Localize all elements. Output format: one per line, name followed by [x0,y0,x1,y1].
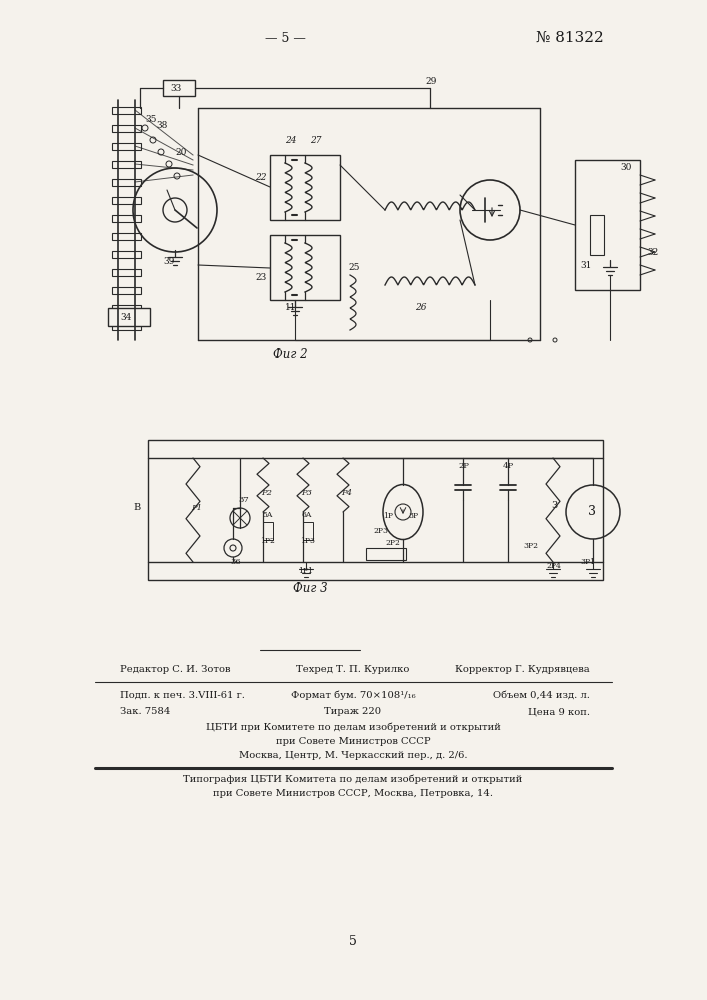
Text: Корректор Г. Кудрявцева: Корректор Г. Кудрявцева [455,665,590,674]
Text: P1: P1 [191,504,202,512]
Text: Техред Т. П. Курилко: Техред Т. П. Курилко [296,665,409,674]
Text: P2: P2 [261,489,272,497]
Text: 23: 23 [255,273,267,282]
Bar [366,548,406,560]
Text: Фиг 2: Фиг 2 [273,348,308,361]
Bar [112,323,141,330]
Text: 2P3: 2P3 [373,527,388,535]
Bar [112,143,141,150]
Text: 5A: 5A [262,511,272,519]
Text: Москва, Центр, М. Черкасский пер., д. 2/6.: Москва, Центр, М. Черкасский пер., д. 2/… [239,751,467,760]
Text: 22: 22 [255,173,267,182]
Bar [112,161,141,168]
Text: 33: 33 [170,84,181,93]
Text: 20: 20 [175,148,187,157]
Bar [303,522,313,540]
Bar [112,179,141,186]
Text: Редактор С. И. Зотов: Редактор С. И. Зотов [120,665,230,674]
Bar [163,80,195,96]
Text: 35: 35 [145,115,156,124]
Circle shape [528,338,532,342]
Text: 5: 5 [349,935,357,948]
Text: 24: 24 [285,136,296,145]
Text: 38: 38 [156,121,168,130]
Text: при Совете Министров СССР: при Совете Министров СССР [276,737,431,746]
Text: Подп. к печ. 3.VIII-61 г.: Подп. к печ. 3.VIII-61 г. [120,691,245,700]
Text: ЦБТИ при Комитете по делам изобретений и открытий: ЦБТИ при Комитете по делам изобретений и… [206,722,501,732]
Text: 3: 3 [551,501,557,510]
Text: 1P: 1P [383,512,393,520]
Bar [263,522,273,540]
Bar [148,440,603,580]
Text: 27: 27 [310,136,322,145]
Text: P4: P4 [341,489,352,497]
Text: — 5 —: — 5 — [264,31,305,44]
Bar [112,125,141,132]
Bar [108,308,150,326]
Text: 2P2: 2P2 [385,539,400,547]
Text: 2P: 2P [458,462,469,470]
Text: 6A: 6A [302,511,312,519]
Text: 3P: 3P [408,512,418,520]
Text: Типография ЦБТИ Комитета по делам изобретений и открытий: Типография ЦБТИ Комитета по делам изобре… [183,774,522,784]
Text: 1P1: 1P1 [298,567,313,575]
Bar [112,107,141,114]
Text: Объем 0,44 изд. л.: Объем 0,44 изд. л. [493,691,590,700]
Bar [112,197,141,204]
Bar [112,233,141,240]
Text: 3: 3 [588,505,596,518]
Bar [575,160,640,290]
Text: 1P3: 1P3 [300,537,315,545]
Bar [112,287,141,294]
Text: 3P1: 3P1 [580,558,595,566]
Bar [270,235,340,300]
Text: 39: 39 [163,257,175,266]
Bar [112,305,141,312]
Text: 4P: 4P [503,462,514,470]
Text: B: B [133,503,140,512]
Text: 25: 25 [348,263,359,272]
Text: при Совете Министров СССР, Москва, Петровка, 14.: при Совете Министров СССР, Москва, Петро… [213,789,493,798]
Text: № 81322: № 81322 [536,31,604,45]
Text: Цена 9 коп.: Цена 9 коп. [528,707,590,716]
Text: 2P4: 2P4 [546,562,561,570]
Text: Формат бум. 70×108¹/₁₆: Формат бум. 70×108¹/₁₆ [291,690,415,700]
Text: 37: 37 [238,496,249,504]
Text: 26: 26 [415,303,426,312]
Bar [112,215,141,222]
Bar [590,215,604,255]
Text: 29: 29 [425,77,436,86]
Text: 3P2: 3P2 [523,542,538,550]
Text: 34: 34 [120,313,132,322]
Text: 30: 30 [620,163,631,172]
Bar [112,269,141,276]
Bar [270,155,340,220]
Text: P3: P3 [301,489,312,497]
Circle shape [553,338,557,342]
Text: Фиг 3: Фиг 3 [293,582,327,595]
Text: 11: 11 [285,303,296,312]
Bar [112,251,141,258]
Text: 36: 36 [230,558,240,566]
Text: Тираж 220: Тираж 220 [325,707,382,716]
Text: Зак. 7584: Зак. 7584 [120,707,170,716]
Text: 1P2: 1P2 [260,537,275,545]
Text: 32: 32 [647,248,658,257]
Text: 31: 31 [580,261,591,270]
